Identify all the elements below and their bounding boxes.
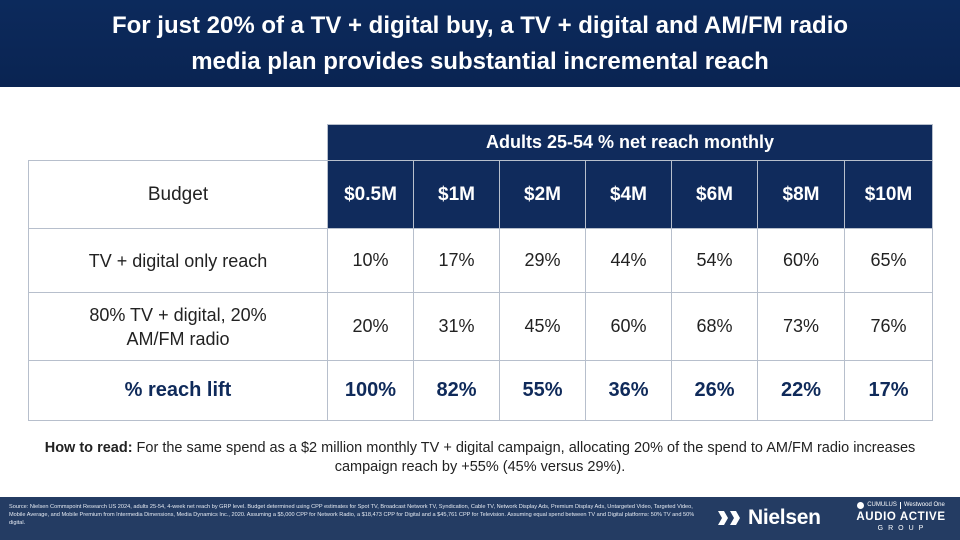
westwood-one-wordmark: Westwood One: [903, 502, 945, 508]
partner-logos: CUMULUS Westwood One: [846, 501, 956, 510]
group-header-row: Adults 25-54 % net reach monthly: [28, 124, 933, 161]
logo-divider: [899, 502, 901, 509]
budget-row: Budget $0.5M $1M $2M $4M $6M $8M $10M: [28, 160, 933, 229]
audio-active-group-logo: CUMULUS Westwood One AUDIO ACTIVE GROUP: [846, 501, 956, 533]
footer-bar: Source: Nielsen Commspoint Research US 2…: [0, 497, 960, 540]
table-row-reach-lift: % reach lift 100% 82% 55% 36% 26% 22% 17…: [28, 360, 933, 421]
nielsen-logo: Nielsen: [716, 506, 821, 530]
row-label-line-1: 80% TV + digital, 20%: [89, 304, 267, 325]
cumulus-icon: [857, 502, 865, 509]
how-to-read-label: How to read:: [44, 440, 133, 456]
audio-active-wordmark: AUDIO ACTIVE: [856, 511, 946, 523]
group-header: Adults 25-54 % net reach monthly: [327, 124, 933, 161]
table-row-tv-digital-radio: 80% TV + digital, 20% AM/FM radio 20% 31…: [28, 292, 933, 361]
lift-value-cell: 26%: [671, 360, 758, 421]
lift-value-cell: 17%: [844, 360, 933, 421]
title-line-2: media plan provides substantial incremen…: [191, 47, 769, 75]
value-cell: 44%: [585, 228, 672, 293]
budget-cell: $6M: [671, 160, 758, 229]
value-cell: 76%: [844, 292, 933, 361]
budget-cell: $10M: [844, 160, 933, 229]
budget-cell: $4M: [585, 160, 672, 229]
title-line-1: For just 20% of a TV + digital buy, a TV…: [111, 11, 849, 39]
value-cell: 17%: [413, 228, 500, 293]
value-cell: 29%: [499, 228, 586, 293]
lift-value-cell: 55%: [499, 360, 586, 421]
row-label: % reach lift: [28, 360, 328, 421]
how-to-read-text: For the same spend as a $2 million month…: [132, 440, 916, 475]
budget-cell: $1M: [413, 160, 500, 229]
budget-label: Budget: [28, 160, 328, 229]
budget-cell: $0.5M: [327, 160, 414, 229]
group-wordmark: GROUP: [877, 525, 929, 532]
value-cell: 60%: [585, 292, 672, 361]
value-cell: 68%: [671, 292, 758, 361]
source-note: Source: Nielsen Commspoint Research US 2…: [9, 504, 695, 526]
lift-value-cell: 22%: [757, 360, 845, 421]
how-to-read-note: How to read: For the same spend as a $2 …: [40, 439, 920, 477]
value-cell: 20%: [327, 292, 414, 361]
value-cell: 60%: [757, 228, 845, 293]
value-cell: 10%: [327, 228, 414, 293]
lift-value-cell: 36%: [585, 360, 672, 421]
lift-value-cell: 82%: [413, 360, 500, 421]
value-cell: 73%: [757, 292, 845, 361]
row-label-line-2: AM/FM radio: [126, 328, 230, 349]
value-cell: 31%: [413, 292, 500, 361]
value-cell: 65%: [844, 228, 933, 293]
budget-cell: $2M: [499, 160, 586, 229]
slide-header: For just 20% of a TV + digital buy, a TV…: [0, 0, 960, 87]
table-row-tv-digital: TV + digital only reach 10% 17% 29% 44% …: [28, 228, 933, 293]
corner-cell: [28, 124, 328, 161]
lift-value-cell: 100%: [327, 360, 414, 421]
nielsen-wordmark: Nielsen: [748, 506, 821, 529]
row-label: TV + digital only reach: [28, 228, 328, 293]
cumulus-wordmark: CUMULUS: [867, 502, 897, 508]
budget-cell: $8M: [757, 160, 845, 229]
slide-title: For just 20% of a TV + digital buy, a TV…: [112, 8, 848, 80]
reach-table: Adults 25-54 % net reach monthly Budget …: [28, 124, 933, 421]
value-cell: 45%: [499, 292, 586, 361]
value-cell: 54%: [671, 228, 758, 293]
nielsen-mark-icon: [718, 511, 740, 525]
row-label: 80% TV + digital, 20% AM/FM radio: [28, 292, 328, 361]
